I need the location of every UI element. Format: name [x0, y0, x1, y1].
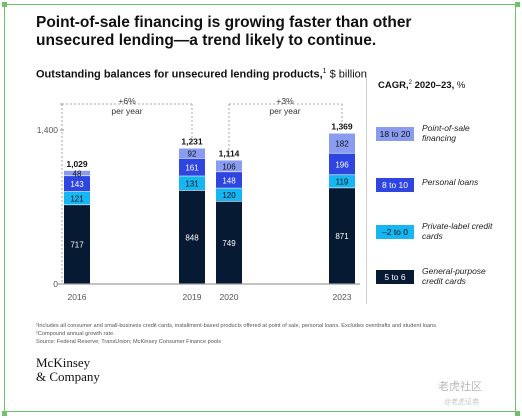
bar-value-label: 119 — [336, 178, 349, 187]
chart-subtitle: Outstanding balances for unsecured lendi… — [36, 68, 367, 81]
bar-segment — [179, 190, 205, 284]
bar-total-label: 1,114 — [219, 148, 240, 158]
bar-segment — [216, 188, 242, 202]
bar-segment — [216, 172, 242, 188]
legend-cagr-box: 18 to 20 — [376, 127, 414, 141]
cagr-header: CAGR,2 2020–23, % — [378, 80, 465, 91]
bar-value-label: 182 — [335, 140, 349, 149]
bar-value-label: 121 — [70, 194, 84, 203]
frame-corner — [2, 2, 7, 7]
bar-value-label: 161 — [185, 163, 199, 172]
legend-label: Personal loans — [422, 177, 479, 187]
bar-value-label: 749 — [222, 239, 236, 248]
bar-segment — [64, 205, 90, 284]
bar-value-label: 871 — [335, 232, 349, 241]
x-tick-label: 2019 — [183, 292, 202, 302]
bar-value-label: 48 — [73, 169, 82, 178]
frame-corner — [515, 411, 520, 416]
legend-cagr-box: 8 to 10 — [376, 178, 414, 192]
bar-segment — [179, 158, 205, 176]
bar-value-label: 120 — [222, 191, 236, 200]
source-note: Source: Federal Reserve; TransUnion; McK… — [36, 339, 221, 345]
bar-segment — [179, 148, 205, 158]
image-frame — [4, 4, 516, 412]
stacked-bar-chart: 01,400+6%per year+3%per year717121143481… — [37, 96, 360, 302]
y-tick-label: 0 — [53, 279, 58, 289]
frame-corner — [515, 2, 520, 7]
frame-corner — [2, 411, 7, 416]
bar-value-label: 131 — [185, 180, 199, 189]
growth-rate-label: +3% — [276, 96, 294, 106]
legend-item-private-label-cards: –2 to 0 Private-label credit cards — [376, 221, 496, 247]
cagr-header-years: 2020–23, — [411, 80, 455, 92]
x-tick-label: 2023 — [333, 292, 352, 302]
x-tick-label: 2020 — [220, 292, 239, 302]
bar-segment — [64, 176, 90, 192]
growth-rate-label: +6% — [118, 96, 136, 106]
legend-label: Private-label credit cards — [422, 221, 493, 241]
bar-value-label: 143 — [70, 180, 84, 189]
legend-divider — [366, 72, 367, 304]
bar-segment — [329, 153, 355, 175]
bar-segment — [179, 176, 205, 191]
bar-segment — [216, 201, 242, 284]
bar-value-label: 196 — [335, 160, 349, 169]
bar-segment — [64, 191, 90, 205]
bar-total-label: 1,231 — [181, 136, 203, 146]
cagr-header-unit: % — [454, 80, 466, 92]
bar-value-label: 717 — [70, 241, 84, 250]
bar-segment — [329, 133, 355, 153]
cagr-header-text: CAGR, — [378, 80, 409, 92]
footnote: ¹Includes all consumer and small-busines… — [36, 323, 438, 329]
bar-segment — [329, 188, 355, 284]
legend-cagr-box: 5 to 6 — [376, 270, 414, 284]
legend-label: General-purpose credit cards — [422, 266, 486, 286]
bar-total-label: 1,029 — [66, 159, 88, 169]
legend-item-general-purpose-cards: 5 to 6 General-purpose credit cards — [376, 266, 496, 292]
subtitle-unit: $ billion — [326, 68, 367, 81]
logo-line2: & Company — [36, 369, 100, 384]
x-tick-label: 2016 — [68, 292, 87, 302]
legend-item-pos-financing: 18 to 20 Point-of-sale financing — [376, 123, 496, 149]
mckinsey-logo: McKinsey & Company — [36, 356, 100, 384]
subtitle-footnote-marker: 1 — [322, 68, 327, 75]
legend-item-personal-loans: 8 to 10 Personal loans — [376, 174, 496, 200]
bar-value-label: 148 — [222, 176, 236, 185]
bar-total-label: 1,369 — [331, 122, 353, 132]
bar-value-label: 106 — [222, 162, 236, 171]
logo-line1: McKinsey — [36, 355, 91, 370]
legend-label: Point-of-sale financing — [422, 123, 470, 143]
bar-segment — [216, 160, 242, 172]
bar-segment — [64, 170, 90, 176]
subtitle-text: Outstanding balances for unsecured lendi… — [36, 68, 323, 81]
watermark-handle: @老虎证券 — [444, 399, 480, 406]
growth-period-label: per year — [111, 106, 142, 116]
bar-value-label: 848 — [185, 233, 199, 242]
legend-cagr-box: –2 to 0 — [376, 225, 414, 239]
watermark-text: 老虎社区 — [438, 381, 482, 393]
headline: Point-of-sale financing is growing faste… — [36, 14, 412, 49]
footnotes: ¹Includes all consumer and small-busines… — [36, 322, 496, 346]
growth-period-label: per year — [269, 106, 300, 116]
bar-value-label: 92 — [188, 150, 197, 159]
bar-segment — [329, 175, 355, 188]
cagr-footnote-marker: 2 — [408, 80, 412, 86]
y-tick-label: 1,400 — [37, 125, 59, 135]
footnote: ²Compound annual growth rate. — [36, 331, 115, 337]
